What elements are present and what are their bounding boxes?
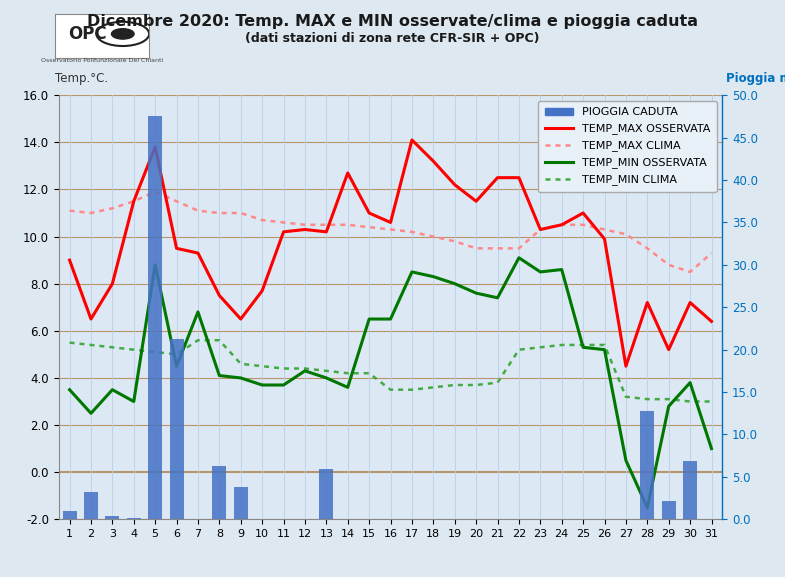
Circle shape [111,29,134,39]
Bar [641,411,654,519]
Bar [148,115,162,519]
Bar [234,487,248,519]
Bar [662,501,676,519]
Text: (dati stazioni di zona rete CFR-SIR + OPC): (dati stazioni di zona rete CFR-SIR + OP… [245,32,540,45]
Text: Temp.°C.: Temp.°C. [55,72,108,85]
Text: Osservatorio Polifunzionale Del Chianti: Osservatorio Polifunzionale Del Chianti [41,58,163,63]
Text: Dicembre 2020: Temp. MAX e MIN osservate/clima e pioggia caduta: Dicembre 2020: Temp. MAX e MIN osservate… [87,14,698,29]
Bar [319,469,334,519]
Bar [683,461,697,519]
Text: Pioggia mm: Pioggia mm [726,72,785,85]
Bar [105,516,119,519]
Bar [213,466,226,519]
Text: OPC: OPC [68,25,108,43]
Bar [170,339,184,519]
Bar [84,492,98,519]
Bar [127,518,141,519]
Legend: PIOGGIA CADUTA, TEMP_MAX OSSERVATA, TEMP_MAX CLIMA, TEMP_MIN OSSERVATA, TEMP_MIN: PIOGGIA CADUTA, TEMP_MAX OSSERVATA, TEMP… [539,101,717,192]
Bar [63,511,76,519]
